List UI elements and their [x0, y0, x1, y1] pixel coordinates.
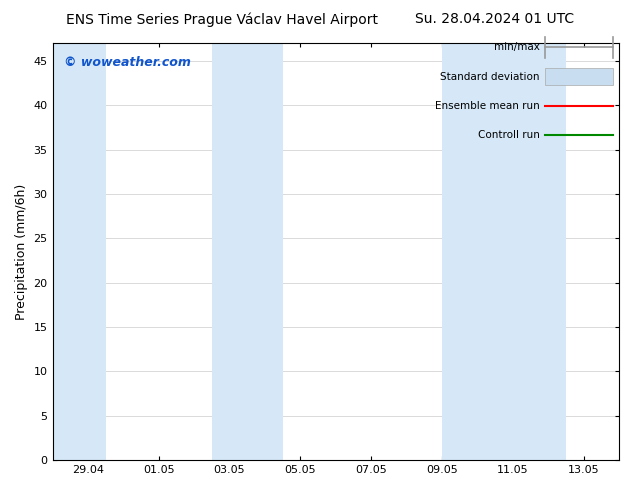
Text: Ensemble mean run: Ensemble mean run — [435, 101, 540, 111]
Text: © woweather.com: © woweather.com — [64, 56, 191, 69]
FancyBboxPatch shape — [545, 68, 613, 85]
Bar — [442, 43, 566, 460]
Text: min/max: min/max — [494, 42, 540, 52]
Text: Standard deviation: Standard deviation — [440, 72, 540, 81]
Text: Controll run: Controll run — [478, 130, 540, 140]
Bar — [212, 43, 283, 460]
Text: Su. 28.04.2024 01 UTC: Su. 28.04.2024 01 UTC — [415, 12, 574, 26]
Text: ENS Time Series Prague Václav Havel Airport: ENS Time Series Prague Václav Havel Airp… — [66, 12, 378, 27]
Y-axis label: Precipitation (mm/6h): Precipitation (mm/6h) — [15, 184, 28, 320]
Bar — [53, 43, 106, 460]
